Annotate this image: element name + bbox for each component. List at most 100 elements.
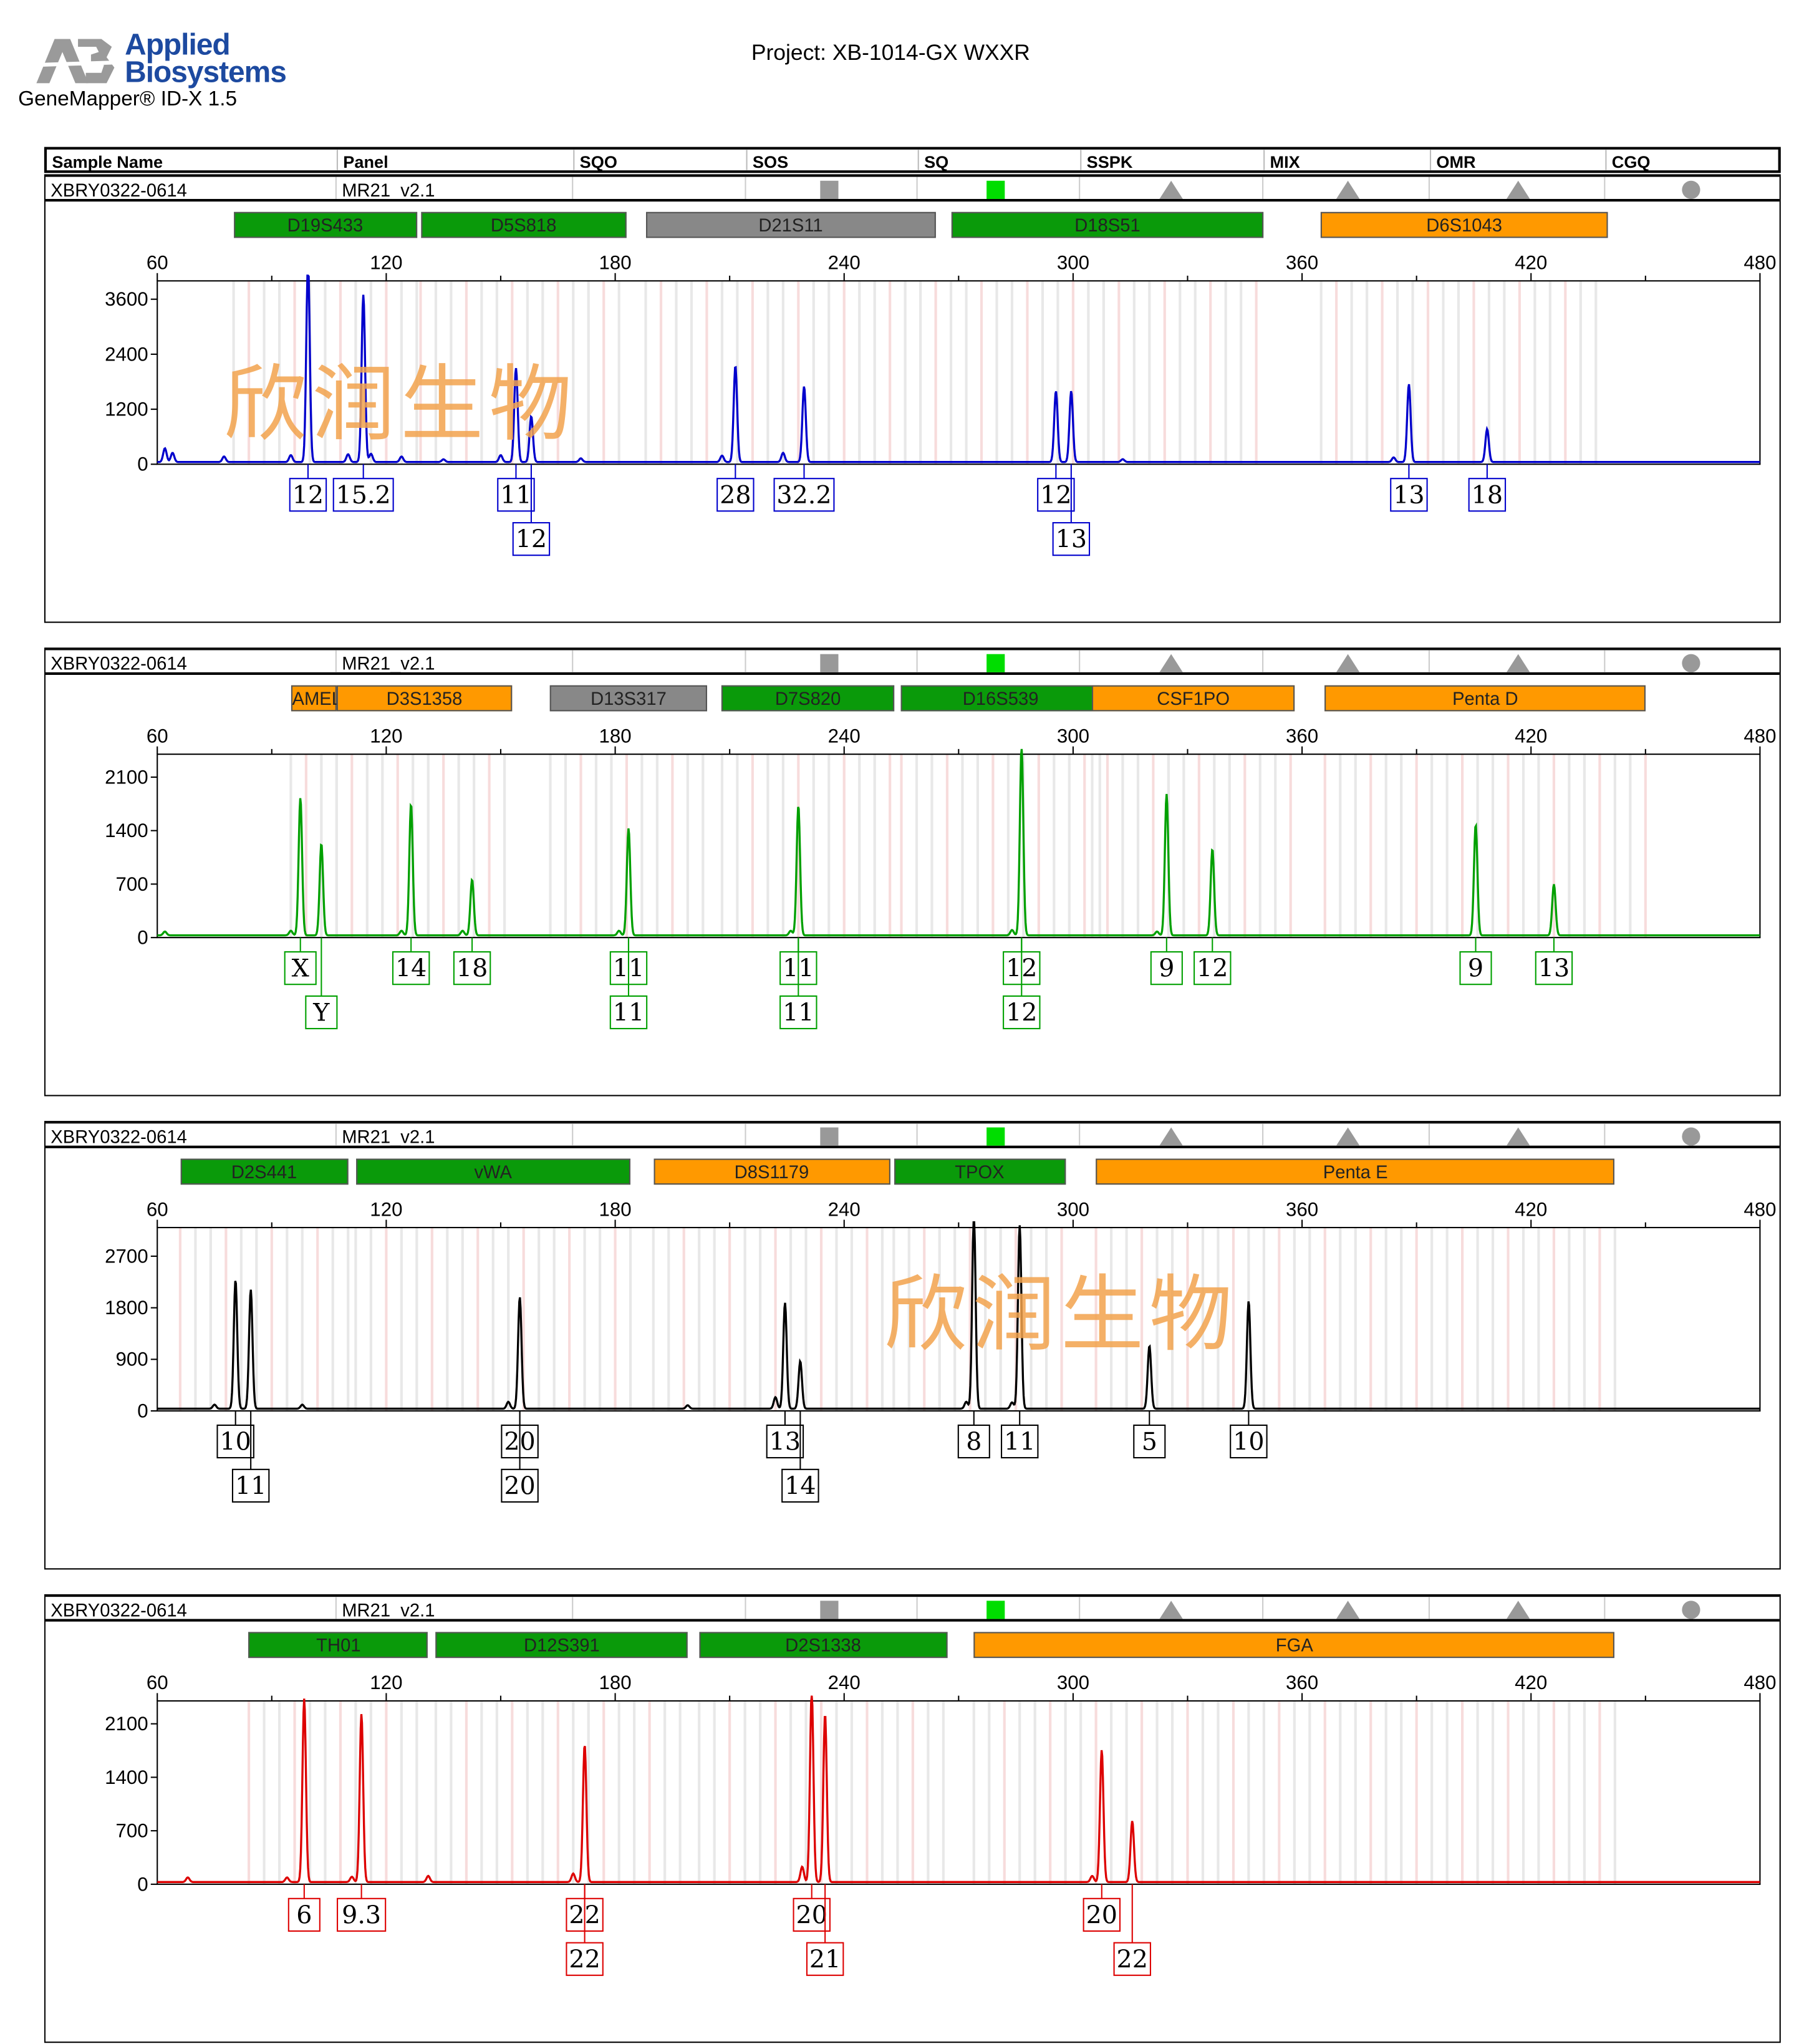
sample-row[interactable]: XBRY0322-0614 MR21_v2.1: [45, 1122, 1780, 1148]
allele-box: [1113, 1942, 1151, 1976]
allele-box: [337, 1897, 387, 1932]
col-sos: SOS: [752, 152, 789, 172]
allele-call-21[interactable]: 21: [806, 1942, 844, 1976]
locus-marker-vwa[interactable]: vWA: [355, 1158, 631, 1185]
allele-call-20[interactable]: 20: [1083, 1897, 1121, 1932]
allele-call-13[interactable]: 13: [1390, 478, 1428, 512]
y-tick-label: 0: [137, 1400, 148, 1422]
locus-marker-tpox[interactable]: TPOX: [894, 1158, 1066, 1185]
allele-call-9[interactable]: 9: [1459, 951, 1492, 986]
allele-call-13[interactable]: 13: [1052, 522, 1091, 556]
allele-call-12[interactable]: 12: [512, 522, 551, 556]
gray-square-icon: [820, 654, 839, 672]
allele-call-9[interactable]: 9: [1150, 951, 1183, 986]
locus-marker-th01[interactable]: TH01: [249, 1632, 428, 1659]
allele-box: [1468, 478, 1507, 512]
allele-label: 6: [296, 1901, 312, 1929]
allele-call-10[interactable]: 10: [216, 1424, 254, 1459]
allele-call-11[interactable]: 11: [1001, 1424, 1039, 1459]
x-tick-label: 120: [370, 252, 402, 274]
allele-label: 18: [1472, 481, 1503, 510]
locus-marker-d13s317[interactable]: D13S317: [550, 685, 707, 712]
allele-call-12[interactable]: 12: [1194, 951, 1232, 986]
trace-black: [157, 1221, 1760, 1410]
locus-marker-d6s1043[interactable]: D6S1043: [1321, 211, 1608, 238]
locus-marker-d18s51[interactable]: D18S51: [951, 211, 1264, 238]
allele-call-13[interactable]: 13: [1535, 951, 1573, 986]
allele-call-11[interactable]: 11: [609, 995, 648, 1030]
locus-marker-d21s11[interactable]: D21S11: [645, 211, 936, 238]
allele-call-22[interactable]: 22: [1113, 1942, 1151, 1976]
locus-marker-d3s1358[interactable]: D3S1358: [336, 685, 513, 712]
allele-label: 11: [783, 999, 814, 1027]
x-tick-label: 300: [1057, 1672, 1089, 1693]
allele-label: 11: [235, 1471, 266, 1500]
y-tick-label: 700: [115, 873, 148, 895]
allele-call-12[interactable]: 12: [1037, 478, 1075, 512]
gray-triangle-icon: [1506, 180, 1530, 199]
locus-marker-d19s433[interactable]: D19S433: [233, 211, 417, 238]
allele-call-18[interactable]: 18: [453, 951, 491, 986]
allele-call-Y[interactable]: Y: [305, 995, 338, 1030]
locus-marker-amel[interactable]: AMEL: [291, 685, 342, 712]
locus-marker-fga[interactable]: FGA: [973, 1632, 1615, 1659]
locus-marker-d2s1338[interactable]: D2S1338: [699, 1632, 947, 1659]
allele-label: 11: [1004, 1428, 1035, 1456]
allele-call-12[interactable]: 12: [1003, 995, 1041, 1030]
allele-label: 13: [1393, 481, 1424, 510]
allele-call-22[interactable]: 22: [566, 1942, 604, 1976]
sample-row[interactable]: XBRY0322-0614 MR21_v2.1: [45, 649, 1780, 676]
col-panel: Panel: [343, 152, 388, 172]
allele-call-8[interactable]: 8: [957, 1424, 990, 1459]
allele-call-20[interactable]: 20: [501, 1468, 539, 1503]
y-tick-label: 0: [137, 927, 148, 949]
allele-call-20[interactable]: 20: [793, 1897, 831, 1932]
locus-marker-csf1po[interactable]: CSF1PO: [1092, 685, 1295, 712]
allele-call-14[interactable]: 14: [781, 1468, 819, 1503]
brand-name: Applied Biosystems: [125, 27, 287, 87]
locus-marker-d16s539[interactable]: D16S539: [901, 685, 1100, 712]
locus-marker-d5s818[interactable]: D5S818: [420, 211, 627, 238]
locus-marker-penta-e[interactable]: Penta E: [1096, 1158, 1615, 1185]
x-tick-label: 360: [1286, 252, 1318, 274]
sample-row[interactable]: XBRY0322-0614 MR21_v2.1: [45, 175, 1780, 202]
allele-call-32.2[interactable]: 32.2: [773, 478, 835, 512]
allele-call-28[interactable]: 28: [716, 478, 755, 512]
allele-call-X[interactable]: X: [284, 951, 317, 986]
x-tick-label: 120: [370, 1672, 402, 1693]
x-tick-label: 60: [147, 252, 168, 274]
locus-marker-d2s441[interactable]: D2S441: [180, 1158, 349, 1185]
allele-box: [501, 1468, 539, 1503]
allele-call-18[interactable]: 18: [1468, 478, 1507, 512]
x-tick-label: 300: [1057, 1198, 1089, 1220]
allele-call-12[interactable]: 12: [289, 478, 327, 512]
locus-marker-d7s820[interactable]: D7S820: [721, 685, 894, 712]
allele-label: 12: [1197, 954, 1228, 983]
locus-marker-penta-d[interactable]: Penta D: [1324, 685, 1646, 712]
x-tick-label: 480: [1744, 1198, 1776, 1220]
locus-marker-d12s391[interactable]: D12S391: [435, 1632, 688, 1659]
app-version: GeneMapper® ID-X 1.5: [18, 88, 238, 111]
allele-call-14[interactable]: 14: [392, 951, 430, 986]
allele-call-6[interactable]: 6: [287, 1897, 321, 1932]
allele-call-11[interactable]: 11: [231, 1468, 270, 1503]
allele-label: 32.2: [776, 481, 831, 510]
allele-call-9.3[interactable]: 9.3: [337, 1897, 387, 1932]
allele-call-11[interactable]: 11: [497, 478, 535, 512]
green-square-icon: [986, 654, 1005, 672]
watermark-1: 欣润生物: [223, 357, 577, 454]
gray-circle-icon: [1682, 1601, 1700, 1619]
brand-line1: Applied: [125, 27, 231, 61]
allele-call-10[interactable]: 10: [1230, 1424, 1268, 1459]
allele-call-11[interactable]: 11: [779, 995, 818, 1030]
dye-panel-blue: XBRY0322-0614 MR21_v2.1 D19S433 D5S818 D21S1…: [44, 174, 1781, 623]
allele-call-15.2[interactable]: 15.2: [332, 478, 394, 512]
x-tick-label: 420: [1515, 1198, 1547, 1220]
allele-call-5[interactable]: 5: [1133, 1424, 1166, 1459]
allele-call-13[interactable]: 13: [766, 1424, 804, 1459]
allele-box: [287, 1897, 321, 1932]
locus-marker-d8s1179[interactable]: D8S1179: [653, 1158, 890, 1185]
allele-box: [284, 951, 317, 986]
green-square-icon: [986, 1127, 1005, 1146]
sample-row[interactable]: XBRY0322-0614 MR21_v2.1: [45, 1596, 1780, 1622]
